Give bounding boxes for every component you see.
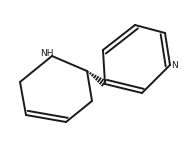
- Text: NH: NH: [40, 49, 54, 59]
- Text: N: N: [172, 60, 178, 69]
